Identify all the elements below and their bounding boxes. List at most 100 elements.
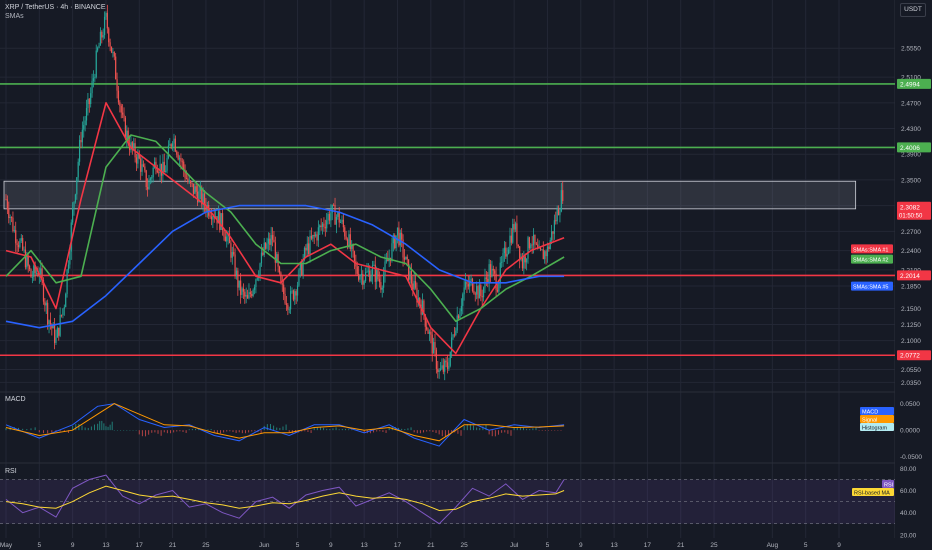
candle-body <box>453 334 456 336</box>
candle-body <box>412 283 414 290</box>
macd-histogram-bar <box>351 429 353 431</box>
macd-histogram-bar <box>248 430 250 433</box>
macd-tick-label: 0.0500 <box>900 401 920 408</box>
candle-body <box>495 273 497 290</box>
candle-body <box>298 270 300 286</box>
candle-body <box>516 223 518 245</box>
macd-histogram-bar <box>151 430 153 433</box>
macd-histogram-bar <box>282 426 284 431</box>
candle-body <box>56 327 58 338</box>
candle-body <box>199 188 201 192</box>
candle-body <box>320 225 322 227</box>
candle-body <box>287 304 289 310</box>
candle-body <box>29 265 31 270</box>
macd-histogram-bar <box>235 430 237 433</box>
macd-histogram-bar <box>301 430 303 432</box>
candle-body <box>384 261 386 275</box>
candle-body <box>117 90 120 103</box>
price-tick-label: 2.3900 <box>901 152 921 159</box>
candle-body <box>160 163 163 176</box>
macd-histogram-bar <box>323 427 325 431</box>
candle-body <box>410 271 412 284</box>
candle-body <box>353 251 356 262</box>
macd-legend-label: Signal <box>862 418 877 424</box>
sma-tag-label: SMAs:SMA #5 <box>853 285 888 291</box>
candle-body <box>166 158 168 171</box>
candle-body <box>24 249 27 268</box>
macd-histogram-bar <box>319 427 321 431</box>
time-tick-label: 5 <box>38 542 42 549</box>
candle-body <box>376 270 378 282</box>
rsi-legend-bg <box>852 488 894 496</box>
candle-body <box>22 238 24 250</box>
candle-body <box>106 12 108 29</box>
macd-histogram-bar <box>338 429 340 431</box>
candle-body <box>445 360 447 363</box>
candle-body <box>280 272 282 284</box>
time-axis[interactable]: May 5 9 13 17 21 25 Jun 5 9 13 17 21 25 Jul 5 9 13 17 21 25 A… <box>0 538 932 550</box>
candle-body <box>252 289 254 296</box>
macd-histogram-bar <box>429 430 431 432</box>
price-tick-label: 2.1850 <box>901 283 921 290</box>
candle-body <box>314 234 317 237</box>
candle-body <box>401 232 403 240</box>
candle-body <box>503 247 506 254</box>
macd-histogram-bar <box>463 425 465 431</box>
macd-histogram-bar <box>5 428 7 431</box>
macd-histogram-bar <box>510 430 512 436</box>
macd-histogram-bar <box>17 427 19 431</box>
candle-body <box>123 114 125 118</box>
candle-body <box>506 253 508 257</box>
candle-body <box>456 315 458 331</box>
candle-body <box>545 251 547 257</box>
macd-histogram-bar <box>532 428 534 431</box>
candle-body <box>167 145 170 159</box>
candle-body <box>446 362 449 369</box>
candle-body <box>499 262 501 283</box>
candle-body <box>463 287 465 295</box>
candle-body <box>140 158 142 172</box>
rsi-tick-label: 40.00 <box>900 510 917 517</box>
candle-body <box>70 222 72 252</box>
candle-body <box>364 272 367 282</box>
candle-body <box>233 252 235 255</box>
candle-body <box>31 276 33 278</box>
candle-body <box>62 308 64 316</box>
candle-body <box>527 237 529 259</box>
candle-body <box>205 205 207 213</box>
candle-body <box>292 290 294 300</box>
candle-body <box>274 242 276 263</box>
candle-body <box>184 169 186 179</box>
candle-body <box>470 278 472 282</box>
price-axis[interactable]: 2.55502.51002.47002.43002.39002.35002.31… <box>851 0 932 550</box>
level-price-tag: 2.0772 <box>900 353 920 360</box>
currency-button[interactable]: USDT <box>900 3 926 17</box>
sma-tag-label: SMAs:SMA #2 <box>853 258 888 264</box>
macd-histogram-bar <box>232 430 234 432</box>
macd-histogram-bar <box>398 427 400 431</box>
candle-body <box>444 360 446 372</box>
candle-body <box>13 230 15 232</box>
candle-body <box>63 307 65 309</box>
candle-body <box>380 282 382 290</box>
rsi-title: RSI <box>5 468 17 475</box>
candle-body <box>162 161 164 176</box>
macd-histogram-bar <box>59 430 61 432</box>
candle-body <box>544 251 546 260</box>
candle-body <box>178 158 181 160</box>
candle-body <box>158 172 160 174</box>
candle-body <box>482 287 485 298</box>
candle-body <box>339 221 342 223</box>
macd-histogram-bar <box>547 430 549 431</box>
candle-body <box>115 56 117 80</box>
candle-body <box>451 337 453 352</box>
time-tick-label: 25 <box>202 542 210 549</box>
candle-body <box>333 204 335 206</box>
candle-body <box>473 290 475 294</box>
candle-body <box>122 112 124 115</box>
candle-body <box>507 249 510 254</box>
macd-histogram-bar <box>560 430 562 431</box>
candle-body <box>421 300 424 315</box>
candle-body <box>517 244 519 247</box>
